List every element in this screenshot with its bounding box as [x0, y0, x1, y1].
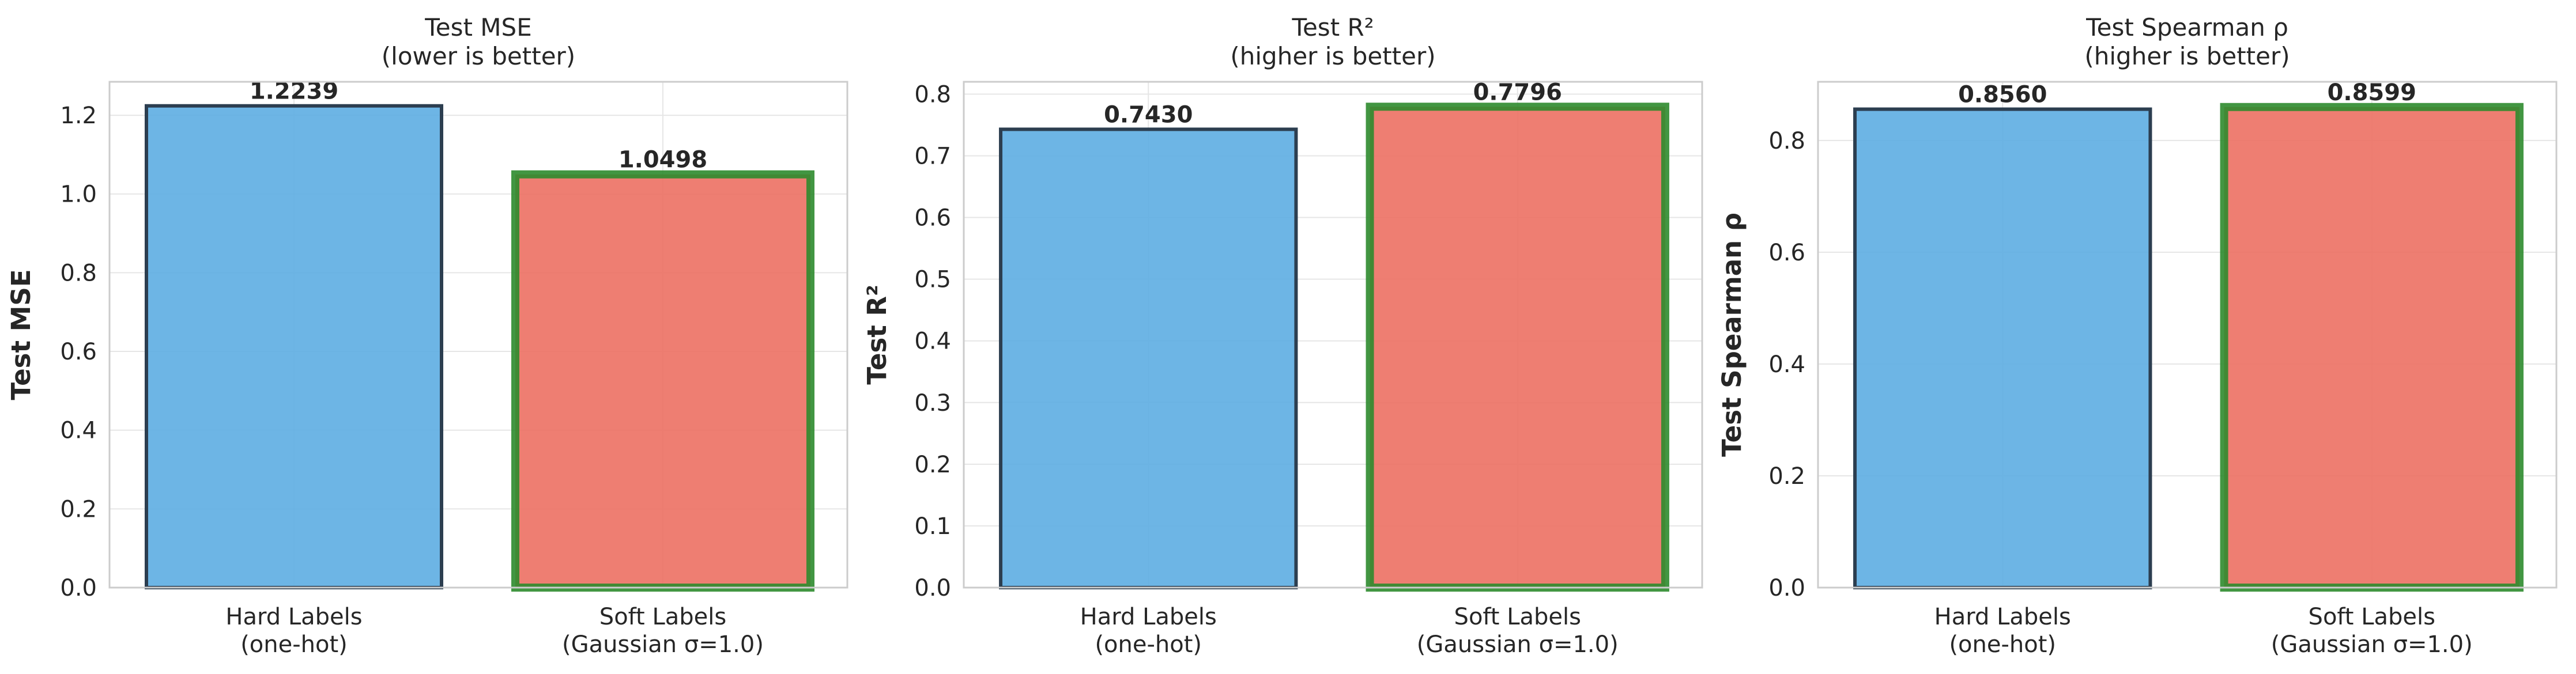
- bar-soft-labels: [2220, 103, 2524, 592]
- panel-title: Test MSE (lower is better): [382, 13, 575, 70]
- x-tick-label: Hard Labels (one-hot): [1934, 604, 2071, 658]
- y-tick-label: 0.5: [914, 267, 951, 293]
- y-tick-label: 0.4: [914, 328, 951, 355]
- y-tick-label: 0.7: [914, 143, 951, 169]
- x-tick-label: Hard Labels (one-hot): [225, 604, 362, 658]
- plot-frame: [108, 81, 848, 589]
- plot-frame: [1817, 81, 2558, 589]
- plot-frame: [963, 81, 1703, 589]
- x-tick-label: Soft Labels (Gaussian σ=1.0): [1417, 604, 1619, 658]
- y-tick-label: 0.8: [1768, 128, 1805, 154]
- y-tick-label: 0.1: [914, 513, 951, 540]
- y-tick-label: 0.6: [914, 205, 951, 232]
- x-tick-label: Soft Labels (Gaussian σ=1.0): [2271, 604, 2473, 658]
- bar-value-label: 0.8599: [2328, 79, 2416, 106]
- bar-hard-labels: [145, 104, 443, 590]
- y-tick-label: 1.0: [60, 181, 97, 208]
- y-axis-label: Test Spearman ρ: [1717, 213, 1747, 457]
- y-tick-label: 0.6: [1768, 240, 1805, 266]
- y-axis-label: Test MSE: [6, 269, 36, 400]
- y-tick-label: 0.8: [60, 260, 97, 286]
- y-tick-label: 0.2: [1768, 463, 1805, 490]
- panel-title: Test R² (higher is better): [1230, 13, 1435, 70]
- y-tick-label: 0.3: [914, 390, 951, 416]
- x-tick-label: Hard Labels (one-hot): [1080, 604, 1217, 658]
- y-tick-label: 0.6: [60, 339, 97, 365]
- y-tick-label: 0.2: [914, 452, 951, 478]
- y-axis-label: Test R²: [862, 285, 892, 385]
- r2-panel: 0.7430 0.7796 0.0 0.1 0.2 0.3 0.4 0.5 0.6 0.7 0.8 H…: [862, 13, 1703, 658]
- bar-soft-labels: [511, 170, 814, 592]
- x-tick-label: Soft Labels (Gaussian σ=1.0): [562, 604, 764, 658]
- y-tick-label: 0.4: [1768, 351, 1805, 378]
- bar-soft-labels: [1366, 103, 1669, 592]
- panel-title: Test Spearman ρ (higher is better): [2084, 13, 2290, 70]
- bar-hard-labels: [1853, 107, 2152, 589]
- y-tick-label: 0.4: [60, 418, 97, 444]
- y-tick-label: 0.8: [914, 81, 951, 108]
- bar-value-label: 1.0498: [618, 147, 707, 173]
- y-tick-label: 0.2: [60, 496, 97, 522]
- bar-value-label: 0.7796: [1473, 79, 1562, 105]
- bar-value-label: 0.7430: [1104, 101, 1193, 128]
- y-tick-label: 1.2: [60, 103, 97, 129]
- bar-value-label: 0.8560: [1958, 82, 2047, 108]
- y-tick-label: 0.0: [1768, 575, 1805, 601]
- y-tick-label: 0.0: [60, 575, 97, 601]
- bar-hard-labels: [999, 127, 1298, 589]
- y-tick-label: 0.0: [914, 575, 951, 601]
- spearman-panel: 0.8560 0.8599 0.0 0.2 0.4 0.6 0.8 Hard Labels (o…: [1717, 13, 2558, 658]
